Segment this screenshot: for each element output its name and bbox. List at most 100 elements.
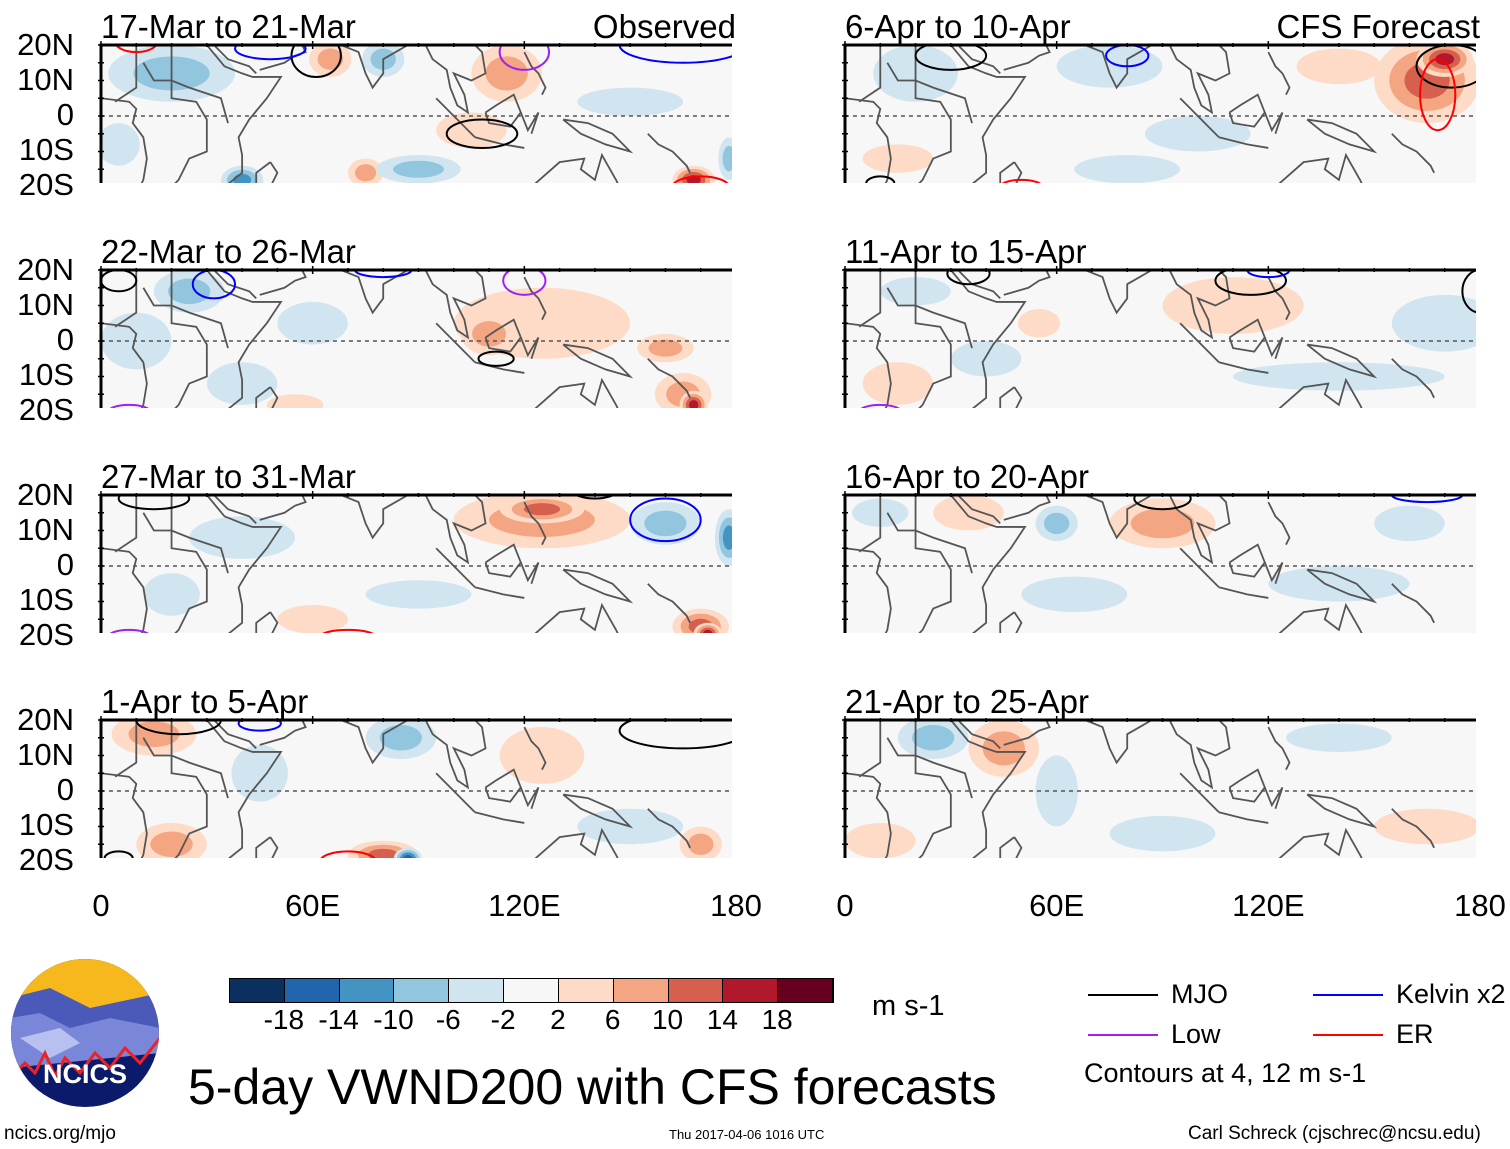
lat-label: 20N [17, 27, 74, 62]
anomaly-shading [1268, 566, 1410, 602]
coastline [1084, 270, 1153, 315]
coastline [206, 495, 283, 633]
lon-label: 120E [1232, 888, 1305, 923]
mjo-contour [101, 270, 138, 293]
coastline [101, 547, 148, 633]
coastline [523, 51, 547, 96]
coastline [1179, 547, 1220, 588]
coastline [647, 808, 691, 849]
low-contour [109, 628, 149, 633]
ncics-logo: NCICS [11, 959, 159, 1107]
anomaly-shading [150, 831, 193, 858]
coastline [886, 62, 973, 124]
mjo-contour [135, 720, 222, 736]
coastline [170, 270, 208, 408]
colorbar-label: 18 [761, 1004, 793, 1035]
coastline [519, 561, 540, 585]
coastline [562, 343, 634, 379]
anomaly-shading [1144, 116, 1251, 152]
observed-label: Observed [592, 8, 736, 45]
mjo-contour [1415, 45, 1476, 89]
anomaly-shading [950, 341, 1022, 377]
kelvin-contour [629, 497, 702, 543]
coastline [845, 97, 892, 183]
coastline [340, 270, 409, 315]
anomaly-shading [365, 580, 472, 609]
map-panel [98, 41, 732, 183]
coastline [519, 111, 540, 135]
coastline [914, 495, 952, 633]
coastline [1003, 720, 1051, 746]
panel-title: 6-Apr to 10-Apr [845, 8, 1071, 45]
panel-title: 27-Mar to 31-Mar [101, 458, 356, 495]
coastline [340, 720, 409, 765]
coastline [255, 386, 279, 408]
coastline [142, 287, 229, 349]
lat-label: 10N [17, 62, 74, 97]
colorbar [229, 978, 834, 1003]
coastline [259, 495, 307, 521]
colorbar-label: 10 [651, 1004, 684, 1035]
lon-label: 180 [1454, 888, 1506, 923]
lat-label: 10N [17, 287, 74, 322]
map-panel [842, 716, 1476, 858]
anomaly-shading [648, 339, 683, 357]
coastline [142, 512, 229, 574]
coastline [1263, 336, 1284, 360]
coastline [1218, 136, 1269, 149]
anomaly-shading [703, 629, 713, 633]
mjo-contour [103, 850, 134, 858]
coastline [858, 720, 882, 778]
kelvin-contour [354, 270, 413, 279]
coastline [1278, 827, 1363, 858]
footer-timestamp: Thu 2017-04-06 1016 UTC [669, 1127, 825, 1142]
lat-label: 20N [17, 702, 74, 737]
coastline [424, 270, 487, 340]
legend-label: Low [1171, 1019, 1221, 1049]
lat-label: 10S [18, 357, 74, 392]
anomaly-shading [403, 854, 413, 858]
mjo-contour [865, 175, 896, 183]
coastline [213, 270, 257, 300]
anomaly-shading [277, 605, 348, 633]
footer-url[interactable]: ncics.org/mjo [4, 1123, 116, 1144]
colorbar-label: -14 [318, 1004, 359, 1035]
anomaly-shading [1296, 48, 1382, 85]
coastline [259, 720, 307, 746]
anomaly-shading [317, 48, 344, 70]
coastline [170, 495, 208, 633]
anomaly-shading [168, 278, 211, 305]
coastline [213, 720, 257, 750]
lon-label: 60E [285, 888, 341, 923]
coastline [206, 270, 283, 408]
coastline [1391, 808, 1435, 849]
anomaly-shading [982, 731, 1025, 766]
panel-title: 22-Mar to 26-Mar [101, 233, 356, 270]
colorbar-swatch [339, 979, 395, 1002]
map-panel [98, 266, 732, 408]
mjo-contour [117, 495, 191, 511]
anomaly-shading [1043, 512, 1070, 535]
panel-title: 17-Mar to 21-Mar [101, 8, 356, 45]
coastline [1391, 358, 1435, 399]
coastline [957, 495, 1001, 525]
lat-label: 20S [18, 617, 74, 652]
coastline [950, 720, 1027, 858]
anomaly-shading [1074, 155, 1181, 183]
coastline [1267, 276, 1291, 321]
coastline [259, 270, 307, 296]
colorbar-label: 14 [706, 1004, 738, 1035]
coastline [114, 495, 138, 553]
coastline [424, 720, 487, 790]
coastline [101, 322, 148, 408]
lat-label: 0 [56, 97, 74, 132]
mjo-contour [618, 720, 732, 750]
coastline [1003, 270, 1051, 296]
anomaly-shading [688, 400, 699, 408]
coastline [1306, 793, 1378, 829]
coastline [1306, 568, 1378, 604]
anomaly-shading [379, 724, 423, 751]
legend-line [1088, 994, 1158, 996]
coastline [1218, 811, 1269, 824]
coastline [950, 495, 1027, 633]
